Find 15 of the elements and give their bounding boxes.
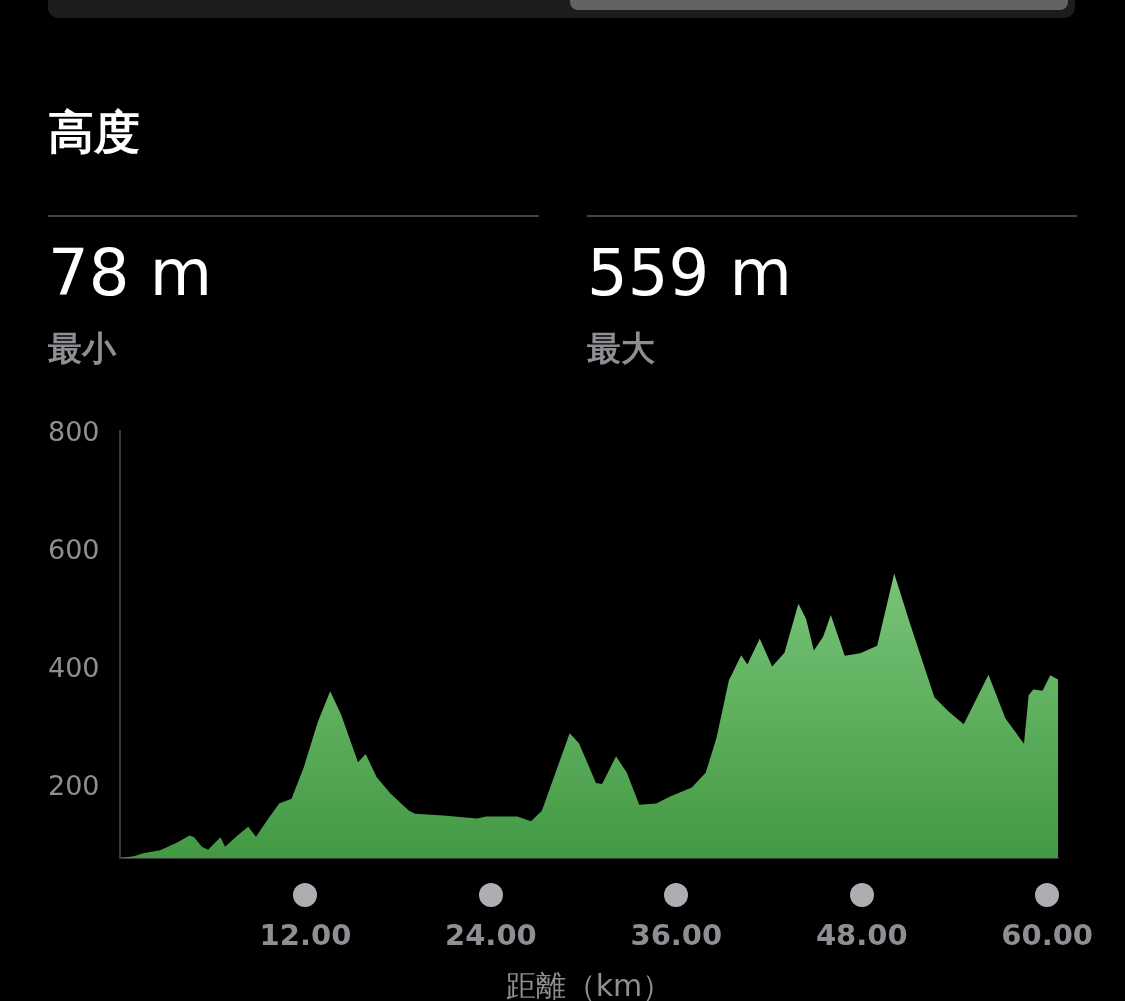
text: 最大 bbox=[587, 327, 655, 370]
x-axis-title: 距離（km） bbox=[505, 967, 673, 1001]
chart-title: 高度 bbox=[48, 104, 140, 161]
y-tick-label: 800 bbox=[48, 415, 100, 447]
y-tick-label: 400 bbox=[48, 652, 100, 684]
text: 最小 bbox=[48, 327, 116, 370]
x-tick-label: 48.00 bbox=[815, 917, 908, 952]
y-tick-label: 600 bbox=[48, 533, 100, 565]
text: 559 m bbox=[587, 236, 792, 310]
x-tick-label: 24.00 bbox=[445, 917, 537, 952]
x-tick-label: 60.00 bbox=[1001, 917, 1094, 952]
y-tick-label: 200 bbox=[48, 770, 100, 802]
text: 78 m bbox=[48, 236, 213, 310]
x-tick-label: 36.00 bbox=[630, 917, 723, 952]
x-tick-label: 12.00 bbox=[259, 917, 352, 952]
